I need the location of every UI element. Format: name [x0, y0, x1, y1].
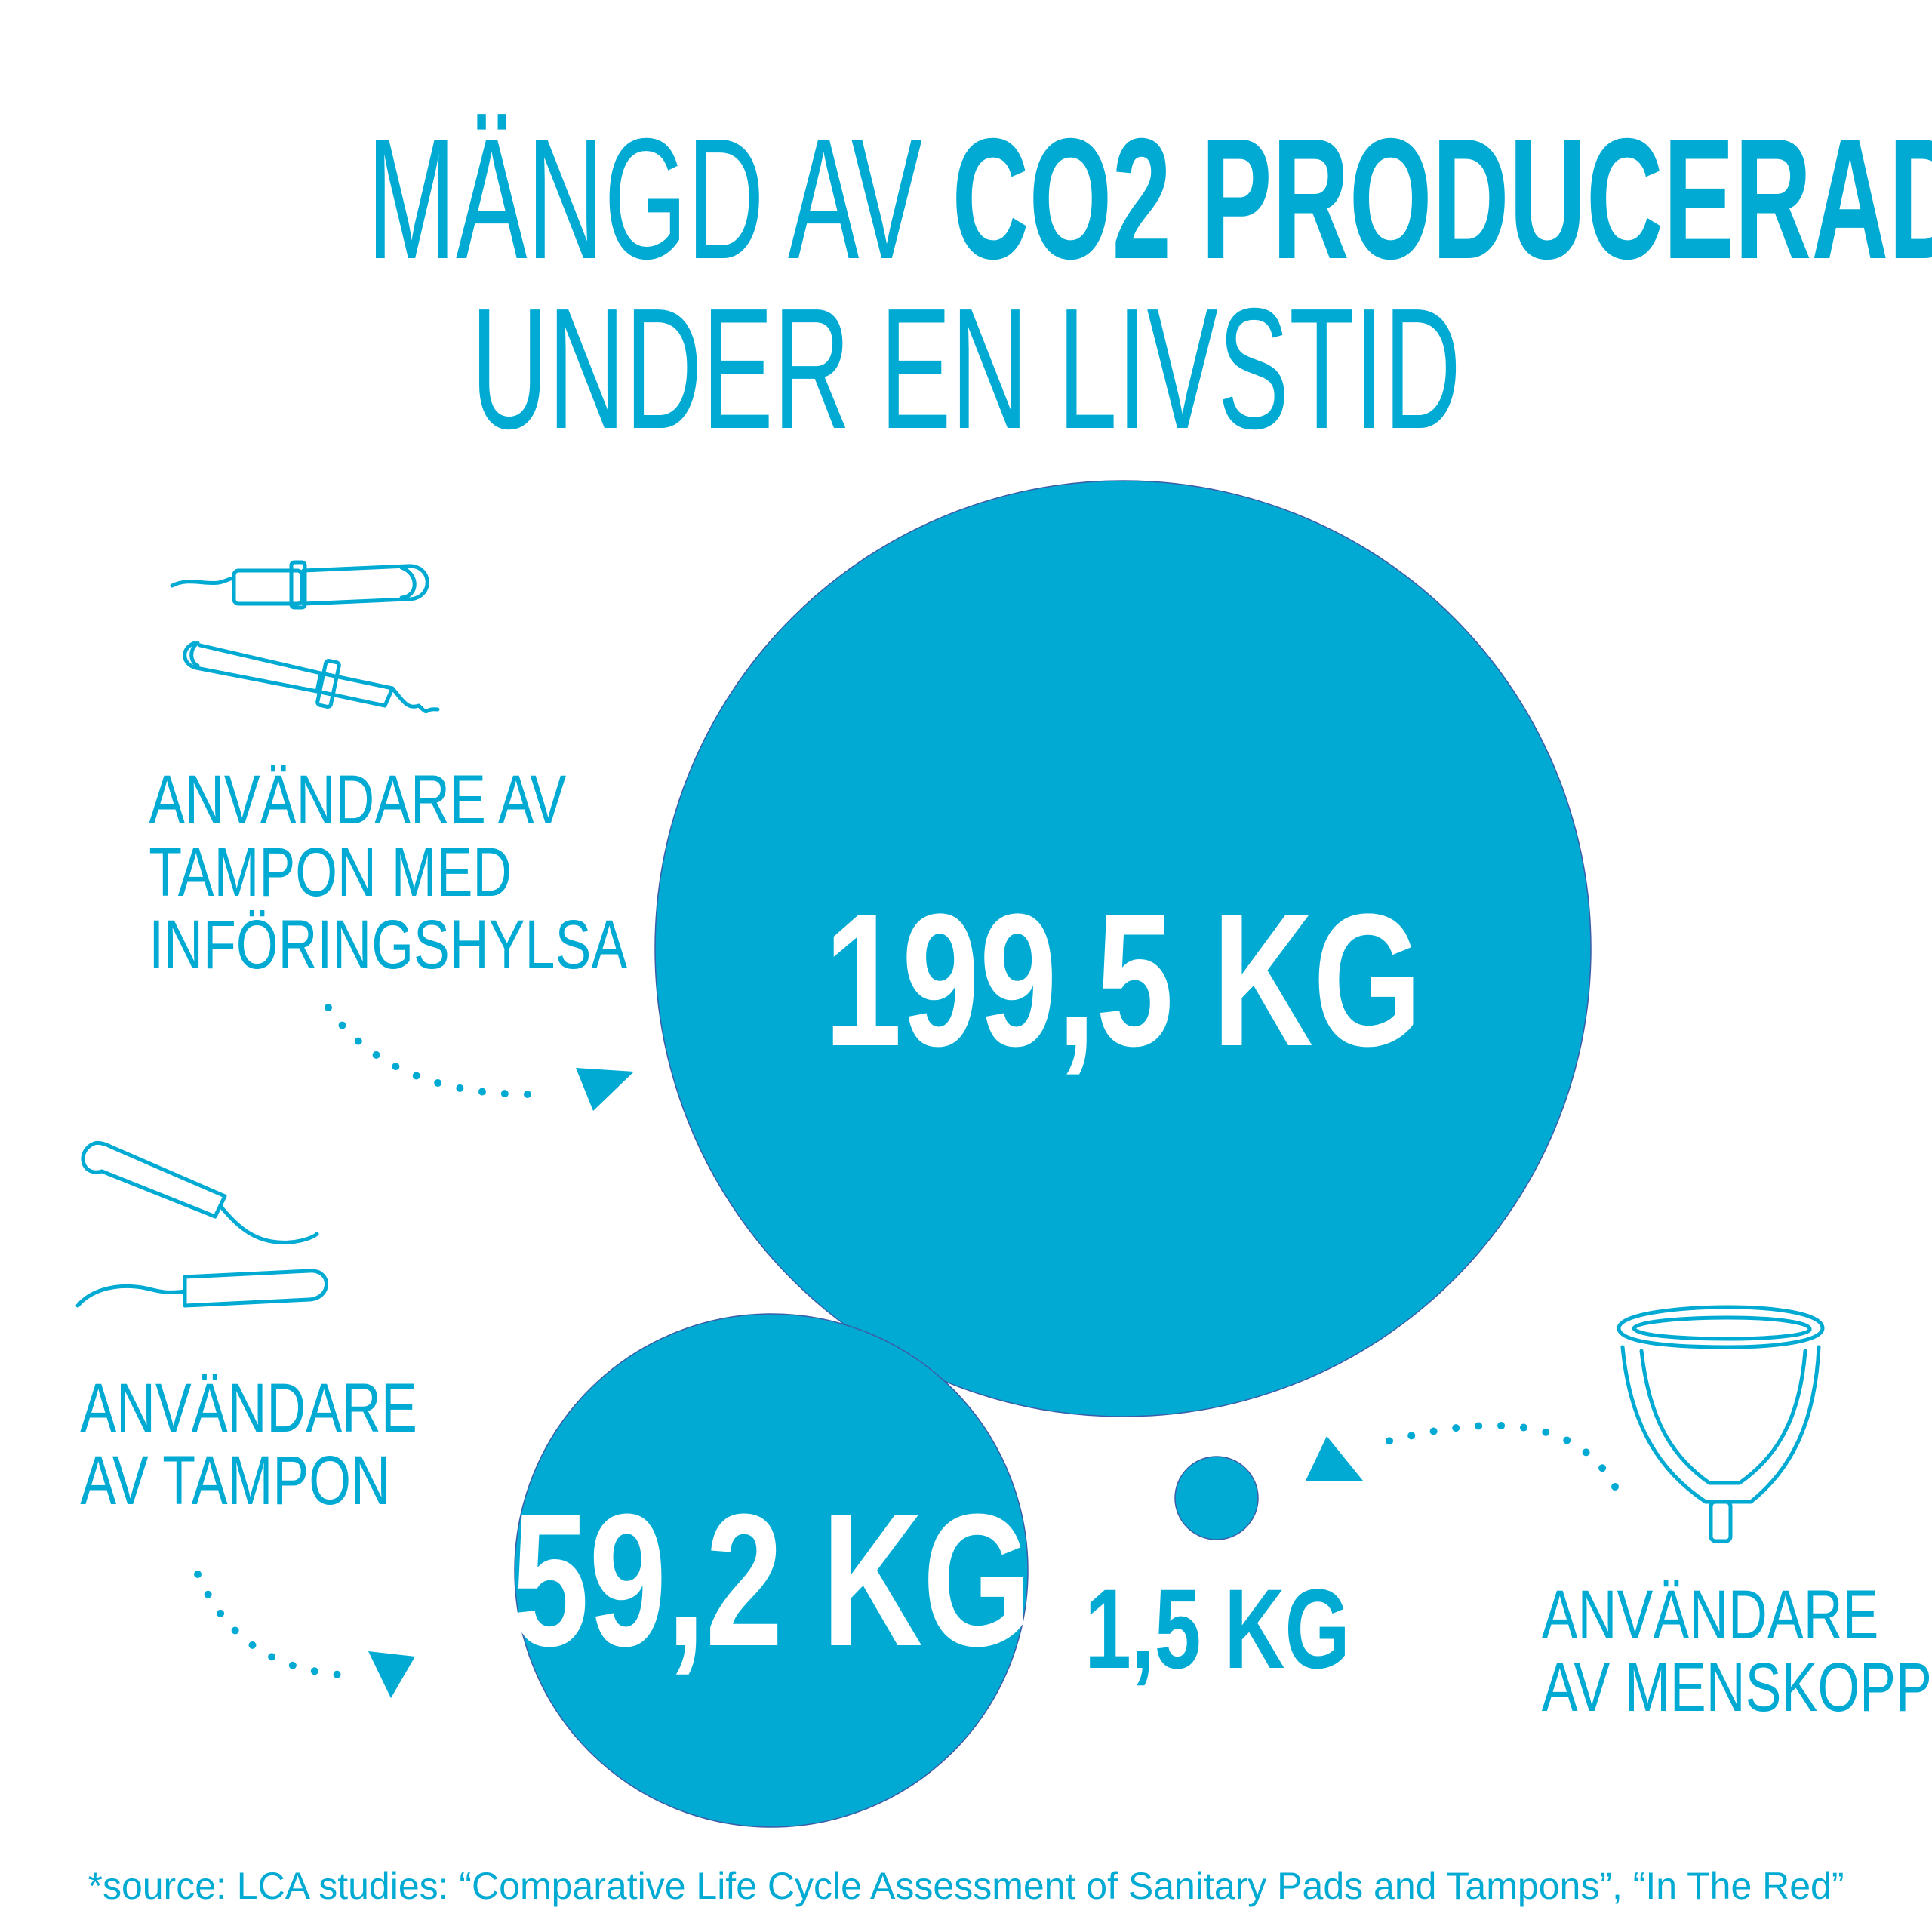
label-cup-line-2: AV MENSKOPP [1541, 1649, 1932, 1726]
dotted-arrow-tampon [194, 1571, 355, 1679]
menstrual-cup-icon [1617, 1305, 1825, 1543]
page-title-line-1: MÄNGD AV CO2 PRODUCERAD [367, 113, 1932, 285]
title-light-text: MÄNGD AV [367, 103, 923, 295]
bubble-1 [514, 1313, 1029, 1828]
label-applicator: ANVÄNDARE AV TAMPON MED INFÖRINGSHYLSA [149, 761, 628, 983]
dotted-arrow-applicator [325, 1004, 532, 1098]
label-tampon-line-1: ANVÄNDARE [80, 1370, 417, 1447]
label-tampon: ANVÄNDARE AV TAMPON [80, 1370, 417, 1519]
bubble-value-labels: 199,5 KG 59,2 KG 1,5 KG [512, 875, 1422, 1692]
arrows [194, 1004, 1619, 1698]
label-applicator-line-2: TAMPON MED [149, 834, 512, 911]
source-note: *source: LCA studies: “Comparative Life … [88, 1865, 1844, 1907]
applicator-tampon-icon [170, 560, 440, 714]
label-applicator-line-3: INFÖRINGSHYLSA [149, 906, 628, 983]
title-bold-text: CO2 PRODUCERAD [952, 103, 1932, 295]
arrowhead-applicator [576, 1068, 634, 1111]
bubble-2 [1174, 1456, 1259, 1540]
bubble-value-label-1: 59,2 KG [512, 1475, 1032, 1686]
bubble-value-label-0: 199,5 KG [824, 875, 1422, 1086]
arrowhead-cup [1306, 1436, 1363, 1481]
dotted-arrow-cup [1370, 1422, 1619, 1491]
arrowhead-tampon [368, 1651, 415, 1698]
label-applicator-line-1: ANVÄNDARE AV [149, 761, 567, 838]
label-cup: ANVÄNDARE AV MENSKOPP [1541, 1577, 1932, 1726]
bubble-group [514, 480, 1592, 1828]
label-cup-line-1: ANVÄNDARE [1541, 1577, 1879, 1654]
page-title-line-2: UNDER EN LIVSTID [471, 273, 1461, 465]
label-tampon-line-2: AV TAMPON [80, 1442, 390, 1519]
bubble-0 [654, 480, 1592, 1417]
tampon-icon [75, 1140, 328, 1308]
bubble-value-label-2: 1,5 KG [1084, 1566, 1350, 1692]
